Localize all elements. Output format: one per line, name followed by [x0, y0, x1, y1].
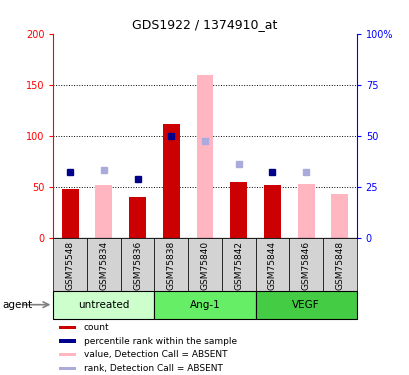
Bar	[129, 197, 146, 238]
Text: agent: agent	[2, 300, 32, 310]
Bar	[297, 184, 314, 238]
Bar	[330, 194, 347, 238]
Bar	[154, 291, 255, 319]
Bar	[59, 353, 76, 356]
Text: GSM75548: GSM75548	[65, 241, 74, 290]
Bar	[221, 238, 255, 291]
Title: GDS1922 / 1374910_at: GDS1922 / 1374910_at	[132, 18, 277, 31]
Text: GSM75838: GSM75838	[166, 241, 175, 290]
Bar	[59, 339, 76, 342]
Text: GSM75834: GSM75834	[99, 241, 108, 290]
Bar	[95, 185, 112, 238]
Bar	[87, 238, 120, 291]
Bar	[59, 367, 76, 370]
Text: GSM75840: GSM75840	[200, 241, 209, 290]
Text: count: count	[83, 323, 109, 332]
Bar	[230, 182, 247, 238]
Bar	[162, 124, 179, 238]
Text: GSM75846: GSM75846	[301, 241, 310, 290]
Text: Ang-1: Ang-1	[189, 300, 220, 310]
Text: untreated: untreated	[78, 300, 129, 310]
Bar	[255, 291, 356, 319]
Bar	[322, 238, 356, 291]
Text: GSM75848: GSM75848	[335, 241, 344, 290]
Bar	[62, 189, 79, 238]
Bar	[59, 326, 76, 329]
Text: rank, Detection Call = ABSENT: rank, Detection Call = ABSENT	[83, 364, 222, 373]
Text: GSM75844: GSM75844	[267, 241, 276, 290]
Bar	[255, 238, 289, 291]
Bar	[289, 238, 322, 291]
Text: percentile rank within the sample: percentile rank within the sample	[83, 336, 236, 345]
Text: value, Detection Call = ABSENT: value, Detection Call = ABSENT	[83, 350, 227, 359]
Bar	[53, 238, 87, 291]
Bar	[120, 238, 154, 291]
Bar	[154, 238, 188, 291]
Bar	[188, 238, 221, 291]
Text: GSM75836: GSM75836	[133, 241, 142, 290]
Bar	[263, 185, 280, 238]
Bar	[196, 75, 213, 238]
Bar	[53, 291, 154, 319]
Text: GSM75842: GSM75842	[234, 241, 243, 290]
Text: VEGF: VEGF	[292, 300, 319, 310]
